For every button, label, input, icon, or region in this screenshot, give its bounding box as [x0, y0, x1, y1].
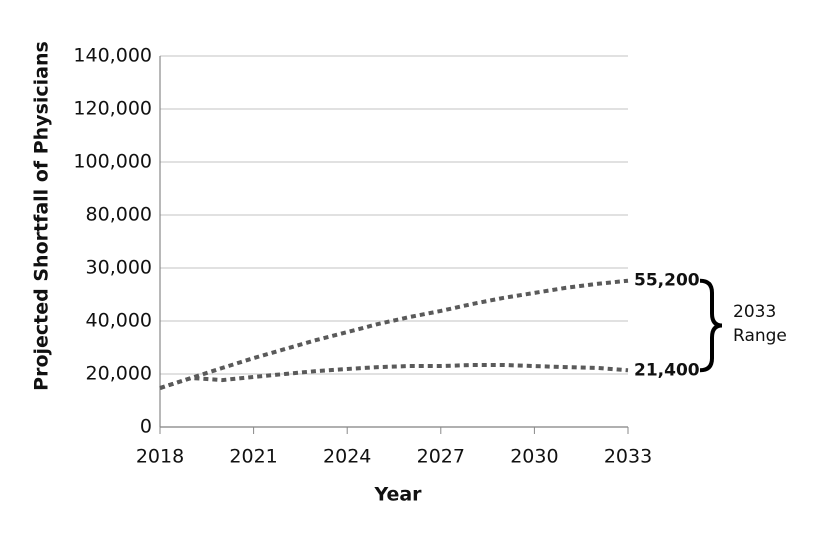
y-tick-label: 140,000 — [73, 45, 152, 67]
x-axis-title: Year — [373, 484, 422, 506]
y-tick-label: 20,000 — [86, 363, 152, 385]
line-series — [159, 362, 629, 390]
y-tick-label: 80,000 — [86, 204, 152, 226]
x-tick-label: 2021 — [229, 446, 277, 468]
x-tick-label: 2030 — [510, 446, 558, 468]
x-tick-label: 2027 — [417, 446, 465, 468]
x-tick-label: 2033 — [604, 446, 652, 468]
end-label: 21,400 — [634, 360, 700, 380]
y-tick-label: 30,000 — [86, 257, 152, 279]
y-tick-label: 40,000 — [86, 310, 152, 332]
x-tick-label: 2024 — [323, 446, 371, 468]
range-note: Range — [733, 326, 787, 346]
range-note: 2033 — [733, 302, 776, 322]
y-tick-label: 120,000 — [73, 98, 152, 120]
end-label: 55,200 — [634, 271, 700, 291]
y-tick-label: 100,000 — [73, 151, 152, 173]
y-tick-label: 0 — [140, 416, 152, 438]
line-series — [159, 278, 629, 390]
range-brace — [699, 278, 723, 373]
y-axis-title: Projected Shortfall of Physicians — [31, 41, 53, 391]
x-tick-label: 2018 — [136, 446, 184, 468]
